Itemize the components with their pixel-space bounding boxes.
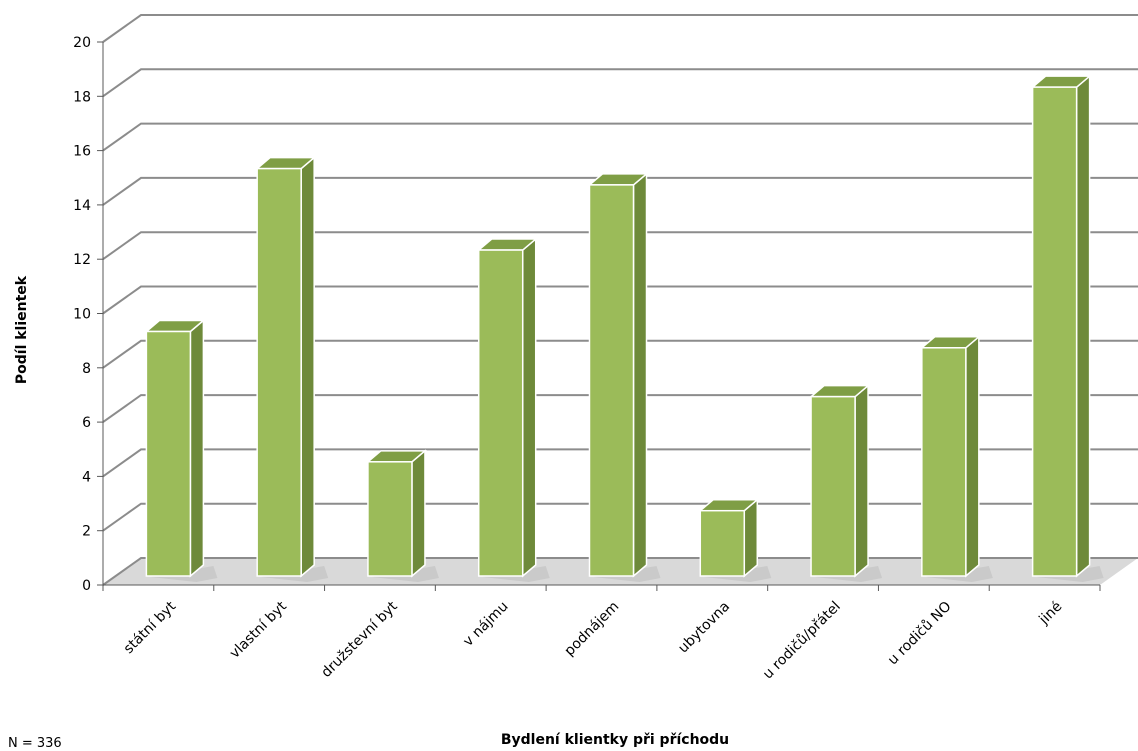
sample-size-note: N = 336 [8, 736, 62, 751]
gridline [102, 231, 1138, 261]
category-label: státní byt [121, 598, 180, 657]
y-axis-title: Podíl klientek [14, 275, 30, 384]
category-label: ubytovna [675, 599, 733, 657]
bar-front [1031, 86, 1078, 577]
gridline [102, 502, 1138, 532]
gridline [102, 448, 1138, 478]
bar [365, 449, 439, 582]
y-tick-label: 10 [73, 307, 91, 323]
bar-front [256, 167, 302, 577]
bar [255, 155, 329, 582]
bar-front [588, 184, 635, 577]
gridline [102, 68, 1138, 98]
y-tick-label: 12 [73, 252, 91, 268]
gridline [102, 14, 1138, 43]
bar-side [632, 172, 648, 578]
bar-side [521, 237, 537, 578]
bar [919, 335, 993, 582]
bar-side [965, 335, 980, 578]
gridline [102, 285, 1138, 315]
category-label: u rodičů/přátel [760, 599, 844, 683]
y-tick-label: 4 [82, 469, 91, 485]
bar [587, 172, 661, 582]
category-labels: státní byt vlastní byt družstevní byt v náj… [121, 598, 1066, 682]
gridline [102, 176, 1138, 206]
bar [476, 237, 550, 582]
bar [144, 318, 218, 582]
bar-front [699, 509, 746, 577]
bar-side [189, 318, 205, 578]
axes: 0 2 4 6 8 10 12 14 16 18 20 [73, 35, 1101, 594]
bar [809, 384, 883, 582]
category-label: družstevní byt [318, 598, 401, 681]
bar-front [921, 347, 967, 577]
gridline [102, 394, 1138, 423]
gridline [102, 557, 1138, 586]
y-tick-label: 2 [82, 524, 91, 540]
y-tick-label: 8 [82, 361, 91, 377]
gridline [102, 122, 1138, 152]
y-tick-label: 20 [73, 35, 91, 51]
bar [698, 498, 772, 582]
bar-front [810, 395, 856, 577]
y-tick-label: 14 [73, 198, 91, 214]
bar [1030, 74, 1104, 582]
category-label: v nájmu [460, 599, 511, 650]
bar-side [743, 498, 759, 578]
category-label: jiné [1036, 599, 1066, 629]
bars [144, 74, 1104, 582]
category-label: vlastní byt [227, 598, 291, 662]
gridlines [102, 14, 1138, 586]
bar-front [145, 330, 192, 577]
bar-side [300, 155, 315, 578]
category-label: podnájem [562, 599, 623, 660]
y-tick-label: 0 [82, 578, 91, 594]
y-tick-label: 18 [73, 89, 91, 105]
bar-front [477, 249, 524, 577]
bar-side [854, 384, 869, 578]
gridline [102, 339, 1138, 369]
bar-front [367, 461, 413, 577]
category-label: u rodičů NO [885, 599, 955, 669]
bar-side [411, 449, 426, 578]
y-tick-label: 6 [82, 415, 91, 431]
bar-side [1075, 74, 1091, 578]
x-axis-title: Bydlení klientky při příchodu [501, 732, 729, 748]
y-tick-label: 16 [73, 144, 91, 160]
